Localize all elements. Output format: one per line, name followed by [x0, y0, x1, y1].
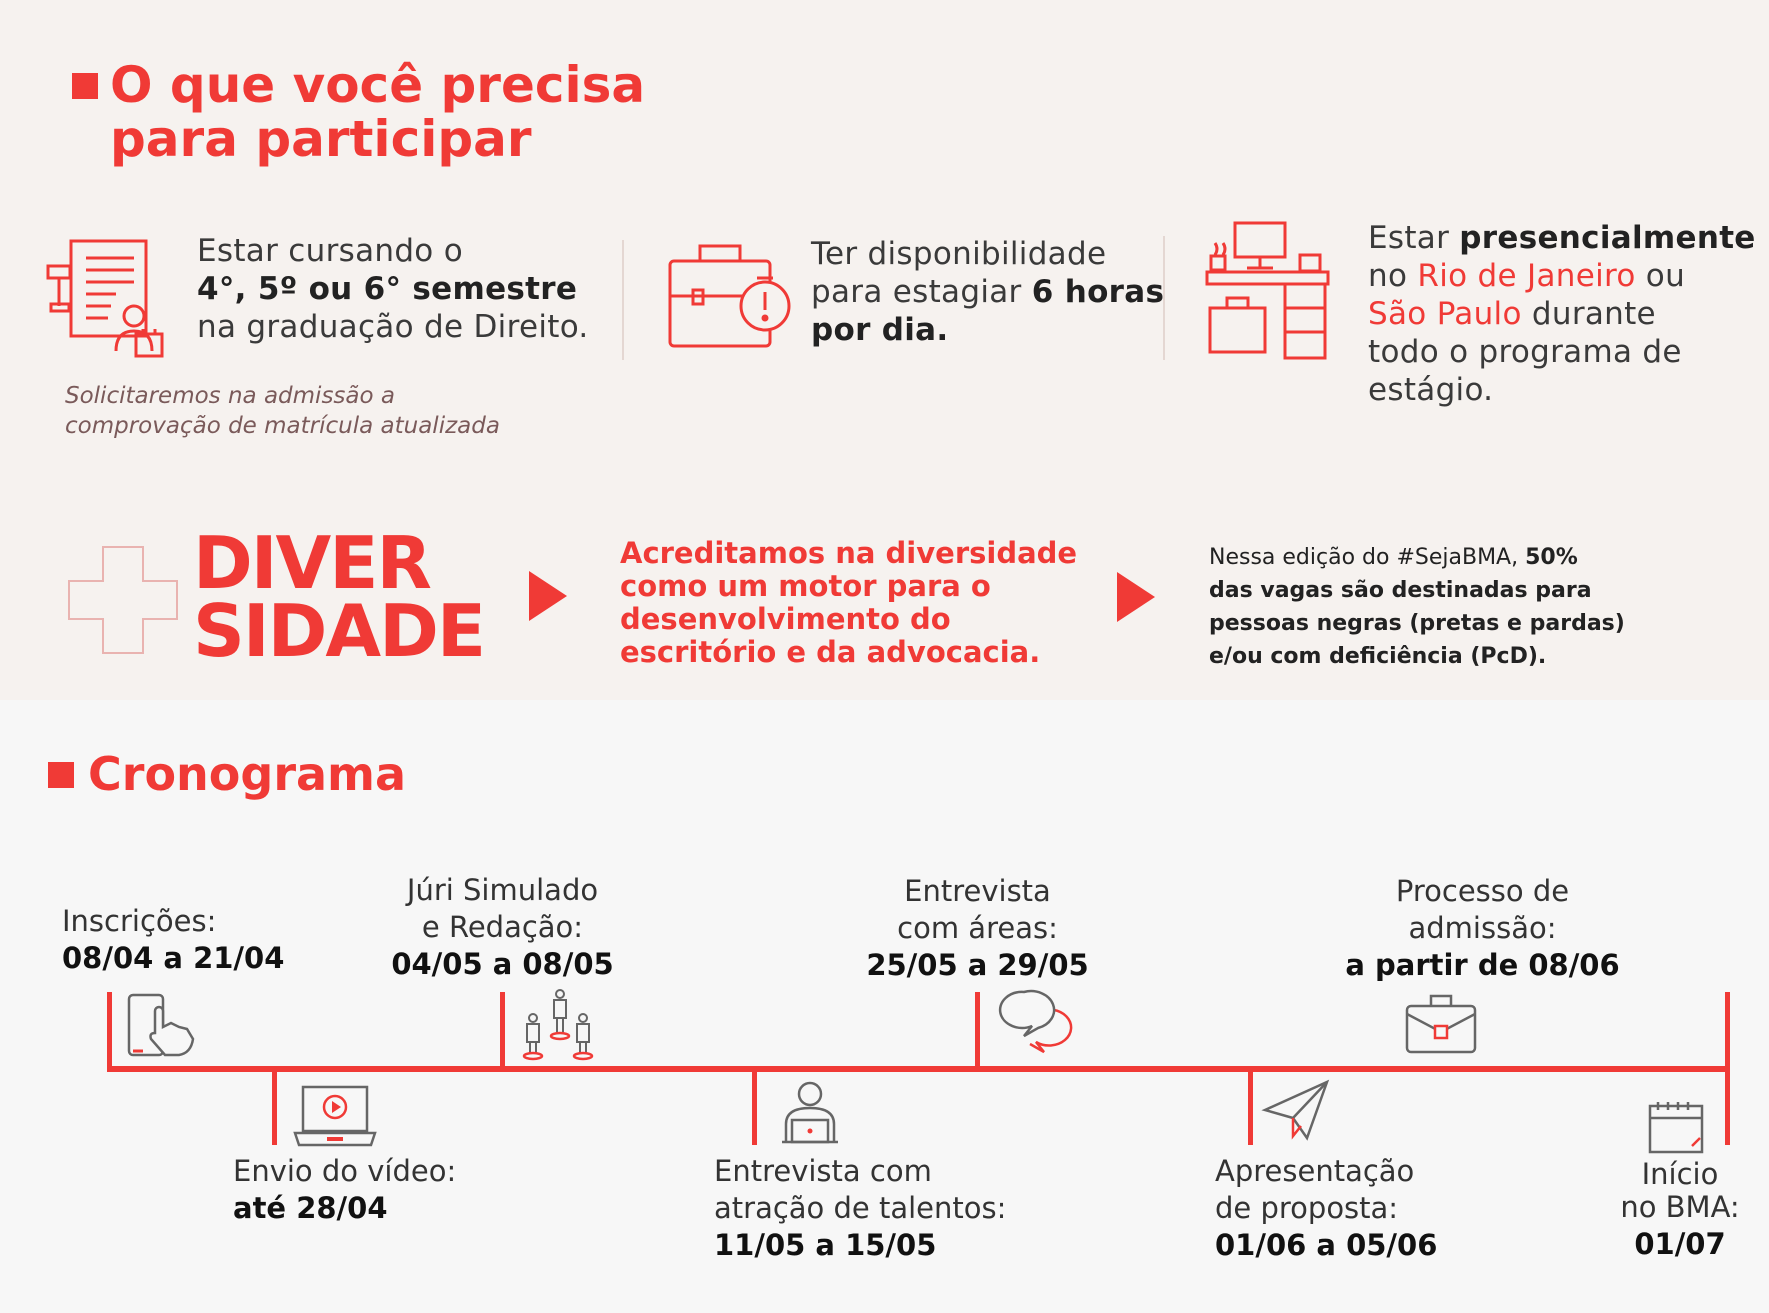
- event-start: Início no BMA: 01/07: [1620, 1157, 1740, 1261]
- timeline-tick: [1725, 1070, 1730, 1145]
- arrow-right-icon: [529, 571, 567, 621]
- event-mock-jury: Júri Simulado e Redação: 04/05 a 08/05: [391, 873, 614, 981]
- requirement-location: Estar presencialmente no Rio de Janeiro …: [1368, 220, 1756, 408]
- event-registration: Inscrições: 08/04 a 21/04: [62, 904, 285, 975]
- calendar-icon: [1648, 1102, 1704, 1154]
- laptop-video-icon: [293, 1085, 377, 1147]
- diversity-quota-text: Nessa edição do #SejaBMA, 50% das vagas …: [1209, 545, 1625, 669]
- divider: [622, 240, 624, 360]
- plus-cross-icon: [68, 546, 178, 654]
- requirements-section: O que você precisa para participar Estar…: [0, 0, 1769, 700]
- timeline-tick: [500, 992, 505, 1068]
- paper-plane-icon: [1261, 1079, 1330, 1141]
- briefcase-icon: [1405, 994, 1477, 1054]
- title-bullet: [48, 762, 74, 788]
- schedule-title: Cronograma: [88, 747, 407, 801]
- speech-bubbles-icon: [998, 989, 1073, 1054]
- timeline-tick: [975, 992, 980, 1068]
- event-talent-interview: Entrevista com atração de talentos: 11/0…: [714, 1154, 1007, 1262]
- people-icon: [522, 989, 594, 1061]
- timeline-tick: [107, 992, 112, 1068]
- person-laptop-icon: [782, 1081, 838, 1144]
- event-proposal: Apresentação de proposta: 01/06 a 05/06: [1215, 1154, 1438, 1262]
- requirement-hours: Ter disponibilidade para estagiar 6 hora…: [811, 236, 1165, 348]
- requirements-title: O que você precisa para participar: [110, 56, 646, 168]
- desk-workstation-icon: [1205, 221, 1330, 360]
- timeline-tick: [752, 1070, 757, 1145]
- title-bullet: [72, 73, 98, 99]
- requirement-note: Solicitaremos na admissão a comprovação …: [65, 383, 500, 439]
- timeline-tick: [1248, 1070, 1253, 1145]
- arrow-right-icon: [1117, 572, 1155, 622]
- timeline-bar: [107, 1066, 1730, 1072]
- requirement-semester: Estar cursando o 4°, 5º ou 6° semestre n…: [197, 233, 589, 345]
- document-gavel-icon: [46, 239, 164, 358]
- timeline-tick: [1725, 992, 1730, 1072]
- event-admission: Processo de admissão: a partir de 08/06: [1345, 874, 1620, 982]
- diversity-title: DIVER SIDADE: [193, 521, 486, 673]
- divider: [1163, 236, 1165, 360]
- touch-phone-icon: [127, 993, 195, 1057]
- event-video-submission: Envio do vídeo: até 28/04: [233, 1154, 457, 1225]
- diversity-statement: Acreditamos na diversidade como um motor…: [620, 536, 1078, 669]
- schedule-section: Cronograma Inscrições: 08/04 a 21/04 Env…: [0, 700, 1769, 1313]
- event-area-interview: Entrevista com áreas: 25/05 a 29/05: [866, 874, 1089, 982]
- briefcase-clock-icon: [668, 244, 791, 348]
- timeline-tick: [272, 1070, 277, 1145]
